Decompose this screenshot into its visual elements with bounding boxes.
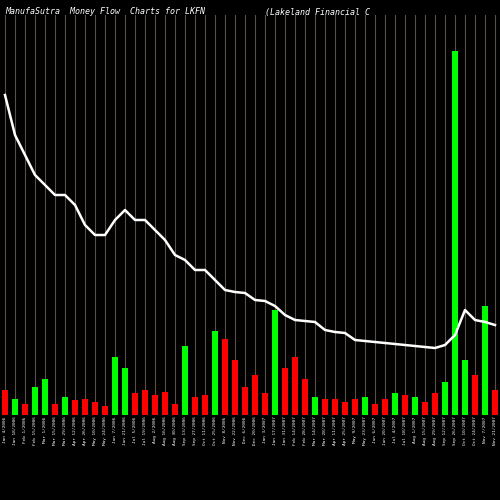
Bar <box>252 375 258 415</box>
Bar <box>12 399 18 415</box>
Bar <box>362 397 368 415</box>
Bar <box>312 397 318 415</box>
Bar <box>22 404 28 415</box>
Bar <box>172 404 178 415</box>
Bar <box>42 378 48 415</box>
Bar <box>492 390 498 415</box>
Bar <box>232 360 238 415</box>
Bar <box>162 392 168 415</box>
Bar <box>122 368 128 415</box>
Bar <box>102 406 108 415</box>
Bar <box>142 390 148 415</box>
Bar <box>402 394 408 415</box>
Bar <box>412 397 418 415</box>
Bar <box>382 399 388 415</box>
Bar <box>92 402 98 415</box>
Bar <box>332 399 338 415</box>
Bar <box>292 357 298 415</box>
Bar <box>472 375 478 415</box>
Bar <box>182 346 188 415</box>
Bar <box>282 368 288 415</box>
Bar <box>202 394 208 415</box>
Bar <box>152 394 158 415</box>
Bar <box>322 399 328 415</box>
Bar <box>442 382 448 415</box>
Bar <box>392 393 398 415</box>
Bar <box>302 378 308 415</box>
Bar <box>272 310 278 415</box>
Bar <box>212 332 218 415</box>
Text: (Lakeland Financial C: (Lakeland Financial C <box>265 8 370 16</box>
Bar <box>482 306 488 415</box>
Bar <box>132 393 138 415</box>
Bar <box>192 397 198 415</box>
Bar <box>342 402 348 415</box>
Bar <box>2 390 8 415</box>
Bar <box>452 52 458 415</box>
Bar <box>32 388 38 415</box>
Bar <box>462 360 468 415</box>
Bar <box>52 404 58 415</box>
Bar <box>222 338 228 415</box>
Bar <box>72 400 78 415</box>
Text: ManufaSutra  Money Flow  Charts for LKFN: ManufaSutra Money Flow Charts for LKFN <box>5 8 205 16</box>
Bar <box>432 393 438 415</box>
Bar <box>262 393 268 415</box>
Bar <box>422 402 428 415</box>
Bar <box>242 388 248 415</box>
Bar <box>112 357 118 415</box>
Bar <box>82 399 88 415</box>
Bar <box>352 399 358 415</box>
Bar <box>62 397 68 415</box>
Bar <box>372 404 378 415</box>
